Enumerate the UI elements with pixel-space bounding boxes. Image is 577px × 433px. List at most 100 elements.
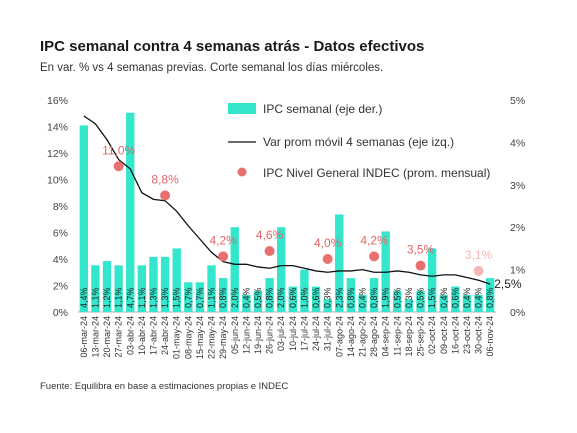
x-tick-label: 05-jun-24 xyxy=(230,316,240,354)
bar xyxy=(346,278,356,312)
x-tick-label: 01-may-24 xyxy=(172,316,182,359)
bar-value-label: 0,6% xyxy=(450,287,460,308)
y-left-tick-label: 14% xyxy=(47,122,68,134)
indec-dot-label: 3,5% xyxy=(407,243,435,257)
x-tick-label: 11-sep-24 xyxy=(392,316,402,356)
bar xyxy=(218,278,228,312)
bar xyxy=(126,112,135,312)
bar-value-label: 1,5% xyxy=(172,287,182,308)
x-tick-label: 24-jul-24 xyxy=(311,316,321,351)
bar-value-label: 0,6% xyxy=(288,287,298,308)
bar xyxy=(114,265,123,312)
x-tick-label: 29-may-24 xyxy=(218,316,228,359)
bar-value-label: 0,8% xyxy=(346,287,356,308)
bar-value-label: 1,1% xyxy=(137,287,147,308)
legend-label-dots: IPC Nivel General INDEC (prom. mensual) xyxy=(263,166,490,180)
indec-dot-label: 4,6% xyxy=(256,228,284,242)
legend-label-line: Var prom móvil 4 semanas (eje izq.) xyxy=(263,135,454,149)
x-tick-label: 28-ago-24 xyxy=(369,316,379,357)
bar-value-label: 1,1% xyxy=(207,287,217,308)
bar-value-label: 1,1% xyxy=(114,287,124,308)
bar-value-label: 0,7% xyxy=(195,287,205,308)
y-right-tick-label: 5% xyxy=(510,95,525,107)
bar xyxy=(102,261,112,312)
x-tick-label: 23-oct-24 xyxy=(462,316,472,354)
indec-dot-label: 4,2% xyxy=(360,233,388,247)
indec-dot-label: 3,1% xyxy=(465,248,493,262)
bar xyxy=(277,227,286,312)
chart-source: Fuente: Equilibra en base a estimaciones… xyxy=(40,381,289,392)
y-right-tick-label: 2% xyxy=(510,222,525,234)
x-tick-label: 12-jun-24 xyxy=(241,316,251,354)
x-tick-label: 24-abr-24 xyxy=(160,316,170,355)
bar xyxy=(369,278,379,312)
bar-value-label: 0,8% xyxy=(485,287,495,308)
bar xyxy=(486,278,495,312)
x-tick-label: 08-may-24 xyxy=(183,316,193,359)
bar xyxy=(311,286,321,312)
x-tick-label: 06-mar-24 xyxy=(79,316,89,358)
y-right-tick-label: 4% xyxy=(510,137,525,149)
indec-dot-label: 8,8% xyxy=(151,172,179,186)
bar-value-label: 0,6% xyxy=(311,287,321,308)
indec-dot xyxy=(473,265,484,276)
bar-value-label: 0,4% xyxy=(462,287,472,308)
bar xyxy=(451,286,460,312)
legend-swatch-dots xyxy=(237,167,247,177)
bar-value-label: 0,3% xyxy=(323,287,333,308)
legend-label-bars: IPC semanal (eje der.) xyxy=(263,102,382,116)
bar-value-label: 1,3% xyxy=(148,287,158,308)
x-tick-label: 04-sep-24 xyxy=(381,316,391,357)
bar xyxy=(416,290,425,312)
bar-value-label: 1,2% xyxy=(102,287,112,308)
bar-value-label: 0,4% xyxy=(474,287,484,308)
x-tick-label: 10-jul-24 xyxy=(288,316,298,351)
bar xyxy=(427,248,437,312)
bar-value-label: 0,8% xyxy=(218,287,228,308)
x-tick-label: 06-nov-24 xyxy=(485,316,495,357)
bar-value-label: 4,7% xyxy=(125,287,135,308)
bar xyxy=(79,125,88,312)
y-left-tick-label: 0% xyxy=(53,307,68,319)
bar-value-label: 0,5% xyxy=(416,287,426,308)
x-tick-label: 26-jun-24 xyxy=(265,316,275,354)
indec-dot xyxy=(218,251,229,262)
line-end-label: 2,5% xyxy=(494,277,522,291)
x-tick-label: 13-mar-24 xyxy=(90,316,100,358)
bar-value-label: 0,3% xyxy=(404,287,414,308)
x-tick-label: 02-oct-24 xyxy=(427,316,437,354)
bar-value-label: 0,4% xyxy=(357,287,367,308)
bar-value-label: 0,5% xyxy=(392,287,402,308)
y-left-tick-label: 8% xyxy=(53,201,68,213)
bar xyxy=(404,299,414,312)
x-tick-label: 25-sep-24 xyxy=(416,316,426,357)
bar-value-label: 1,0% xyxy=(299,287,309,308)
bar-value-label: 2,0% xyxy=(230,287,240,308)
bar-value-label: 0,4% xyxy=(439,287,449,308)
bar xyxy=(230,227,239,312)
indec-dot xyxy=(264,246,275,257)
x-tick-label: 17-abr-24 xyxy=(148,316,158,355)
bar-value-label: 2,0% xyxy=(276,287,286,308)
indec-dot xyxy=(160,190,171,201)
bar xyxy=(462,295,472,312)
bar xyxy=(149,256,158,312)
indec-dot xyxy=(113,161,124,172)
bar xyxy=(335,214,344,312)
x-tick-label: 31-jul-24 xyxy=(323,316,333,351)
chart-subtitle: En var. % vs 4 semanas previas. Corte se… xyxy=(40,62,384,74)
y-right-tick-label: 1% xyxy=(510,265,525,277)
y-left-tick-label: 10% xyxy=(47,175,68,187)
bar xyxy=(323,299,332,312)
bar xyxy=(91,265,100,312)
bar xyxy=(300,269,309,312)
bar xyxy=(439,295,448,312)
x-tick-label: 15-may-24 xyxy=(195,316,205,359)
x-tick-label: 19-jun-24 xyxy=(253,316,263,354)
chart-title: IPC semanal contra 4 semanas atrás - Dat… xyxy=(40,38,425,55)
bar-value-label: 0,7% xyxy=(183,287,193,308)
bar xyxy=(474,295,483,312)
y-left-tick-label: 16% xyxy=(47,95,68,107)
x-tick-label: 17-jul-24 xyxy=(299,316,309,351)
